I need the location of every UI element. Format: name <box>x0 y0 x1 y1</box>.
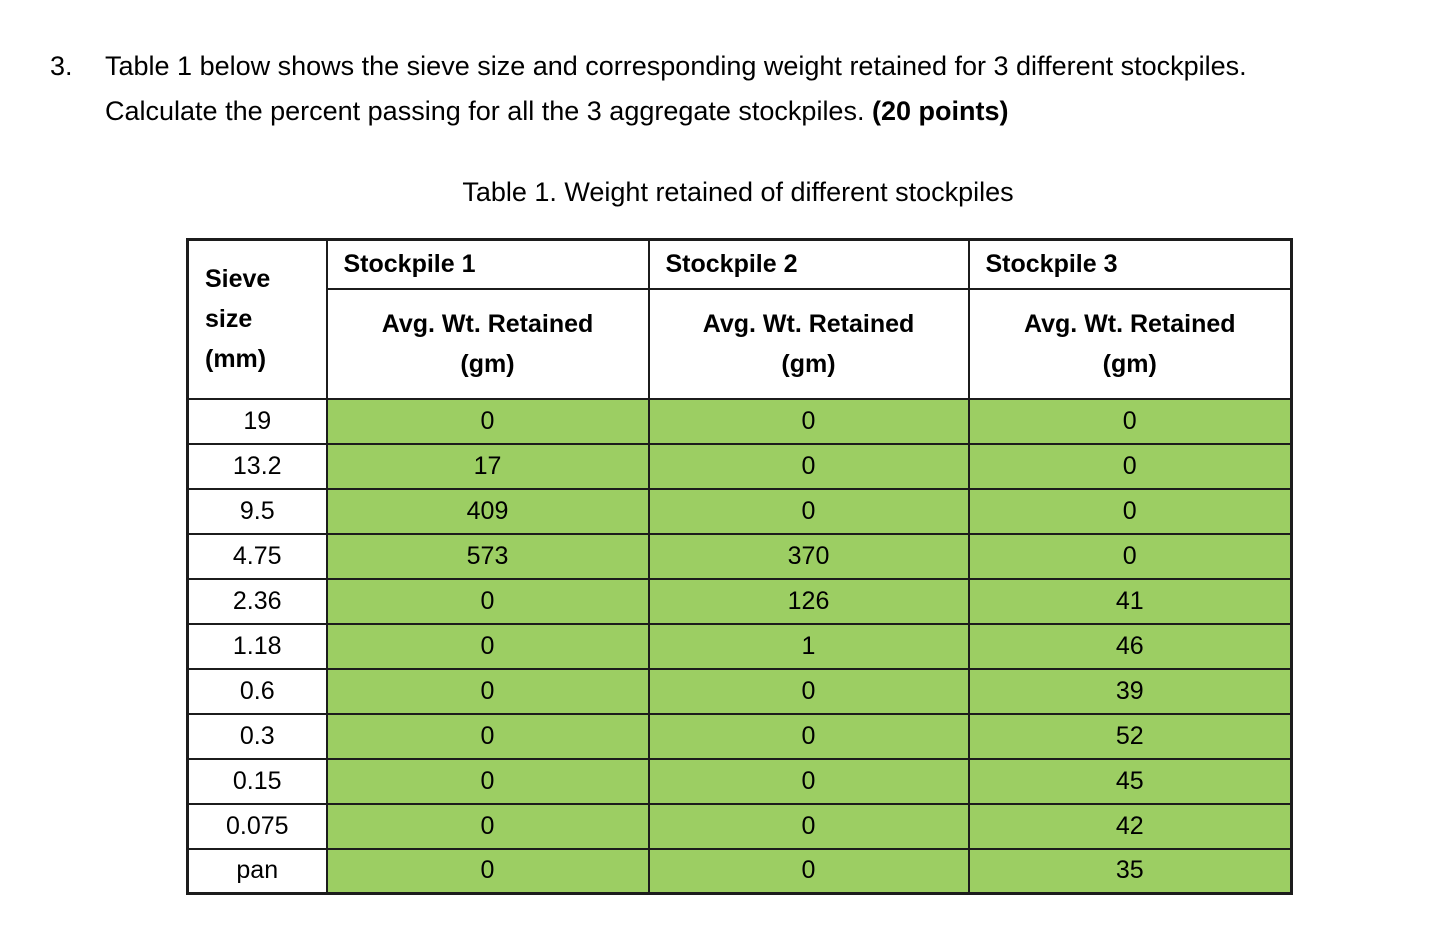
weight-cell: 39 <box>967 667 1293 715</box>
column-header-stockpile-1: Stockpile 1 <box>325 238 650 290</box>
sieve-size-cell: 0.15 <box>186 757 328 805</box>
weight-cell: 0 <box>967 397 1293 445</box>
weight-cell: 45 <box>967 757 1293 805</box>
table-row: 2.36 0 126 41 <box>186 577 1293 625</box>
table-row: 13.2 17 0 0 <box>186 442 1293 490</box>
question-line-1: Table 1 below shows the sieve size and c… <box>105 51 1247 81</box>
subheader-avg-wt-retained-3: Avg. Wt. Retained (gm) <box>967 287 1293 400</box>
weight-cell: 370 <box>647 532 970 580</box>
sieve-size-cell: 13.2 <box>186 442 328 490</box>
question-line-2-text: Calculate the percent passing for all th… <box>105 96 865 126</box>
sieve-size-cell: 1.18 <box>186 622 328 670</box>
weight-cell: 0 <box>647 712 970 760</box>
weight-cell: 0 <box>325 577 650 625</box>
table-row: 4.75 573 370 0 <box>186 532 1293 580</box>
sieve-size-cell: 19 <box>186 397 328 445</box>
sieve-header-line: size <box>205 305 253 334</box>
weight-cell: 409 <box>325 487 650 535</box>
weight-cell: 0 <box>325 622 650 670</box>
subheader-line: (gm) <box>460 349 515 378</box>
sieve-size-cell: 0.075 <box>186 802 328 850</box>
sieve-size-cell: 0.3 <box>186 712 328 760</box>
question-line-2: Calculate the percent passing for all th… <box>105 89 1402 134</box>
weight-cell: 0 <box>325 847 650 895</box>
weight-cell: 1 <box>647 622 970 670</box>
weight-cell: 0 <box>325 397 650 445</box>
subheader-avg-wt-retained-1: Avg. Wt. Retained (gm) <box>325 287 650 400</box>
weight-cell: 0 <box>967 532 1293 580</box>
weight-cell: 17 <box>325 442 650 490</box>
weight-cell: 0 <box>647 487 970 535</box>
table-row: 1.18 0 1 46 <box>186 622 1293 670</box>
weight-cell: 0 <box>325 802 650 850</box>
weight-cell: 0 <box>967 442 1293 490</box>
weight-cell: 0 <box>647 757 970 805</box>
weight-cell: 573 <box>325 532 650 580</box>
weight-cell: 0 <box>647 802 970 850</box>
weight-cell: 126 <box>647 577 970 625</box>
question: 3. Table 1 below shows the sieve size an… <box>50 44 1402 134</box>
weight-cell: 0 <box>647 442 970 490</box>
subheader-line: Avg. Wt. Retained <box>381 309 594 338</box>
subheader-line: (gm) <box>1102 349 1157 378</box>
question-text: Table 1 below shows the sieve size and c… <box>105 44 1402 134</box>
sieve-size-cell: 4.75 <box>186 532 328 580</box>
points-label: (20 points) <box>871 96 1009 126</box>
sieve-size-cell: 9.5 <box>186 487 328 535</box>
weight-cell: 52 <box>967 712 1293 760</box>
weight-cell: 0 <box>325 712 650 760</box>
subheader-line: (gm) <box>781 349 836 378</box>
table-row: 0.6 0 0 39 <box>186 667 1293 715</box>
table-row: 9.5 409 0 0 <box>186 487 1293 535</box>
sieve-header-line: (mm) <box>205 345 267 374</box>
weight-cell: 0 <box>967 487 1293 535</box>
subheader-line: Avg. Wt. Retained <box>1023 309 1236 338</box>
weight-cell: 0 <box>647 847 970 895</box>
weight-cell: 42 <box>967 802 1293 850</box>
table-row: 0.3 0 0 52 <box>186 712 1293 760</box>
weight-cell: 0 <box>647 397 970 445</box>
weight-cell: 41 <box>967 577 1293 625</box>
weight-cell: 46 <box>967 622 1293 670</box>
column-header-sieve-size: Sieve size (mm) <box>186 238 328 400</box>
question-number: 3. <box>50 51 73 81</box>
sieve-header-line: Sieve <box>205 265 271 294</box>
weight-retained-table: Sieve size (mm) Stockpile 1 Stockpile 2 … <box>186 238 1293 895</box>
weight-cell: 0 <box>647 667 970 715</box>
weight-cell: 35 <box>967 847 1293 895</box>
table-row: pan 0 0 35 <box>186 847 1293 895</box>
table-row: 19 0 0 0 <box>186 397 1293 445</box>
weight-cell: 0 <box>325 757 650 805</box>
table-title: Table 1. Weight retained of different st… <box>462 177 1014 207</box>
sieve-size-cell: 0.6 <box>186 667 328 715</box>
table-header-row-subheaders: Avg. Wt. Retained (gm) Avg. Wt. Retained… <box>188 287 1293 400</box>
subheader-avg-wt-retained-2: Avg. Wt. Retained (gm) <box>647 287 970 400</box>
subheader-line: Avg. Wt. Retained <box>702 309 915 338</box>
table-header-row-groups: Sieve size (mm) Stockpile 1 Stockpile 2 … <box>186 238 1293 400</box>
weight-cell: 0 <box>325 667 650 715</box>
sieve-size-cell: pan <box>186 847 328 895</box>
sieve-size-cell: 2.36 <box>186 577 328 625</box>
table-row: 0.15 0 0 45 <box>186 757 1293 805</box>
table-row: 0.075 0 0 42 <box>186 802 1293 850</box>
column-header-stockpile-2: Stockpile 2 <box>647 238 970 290</box>
column-header-stockpile-3: Stockpile 3 <box>967 238 1293 290</box>
